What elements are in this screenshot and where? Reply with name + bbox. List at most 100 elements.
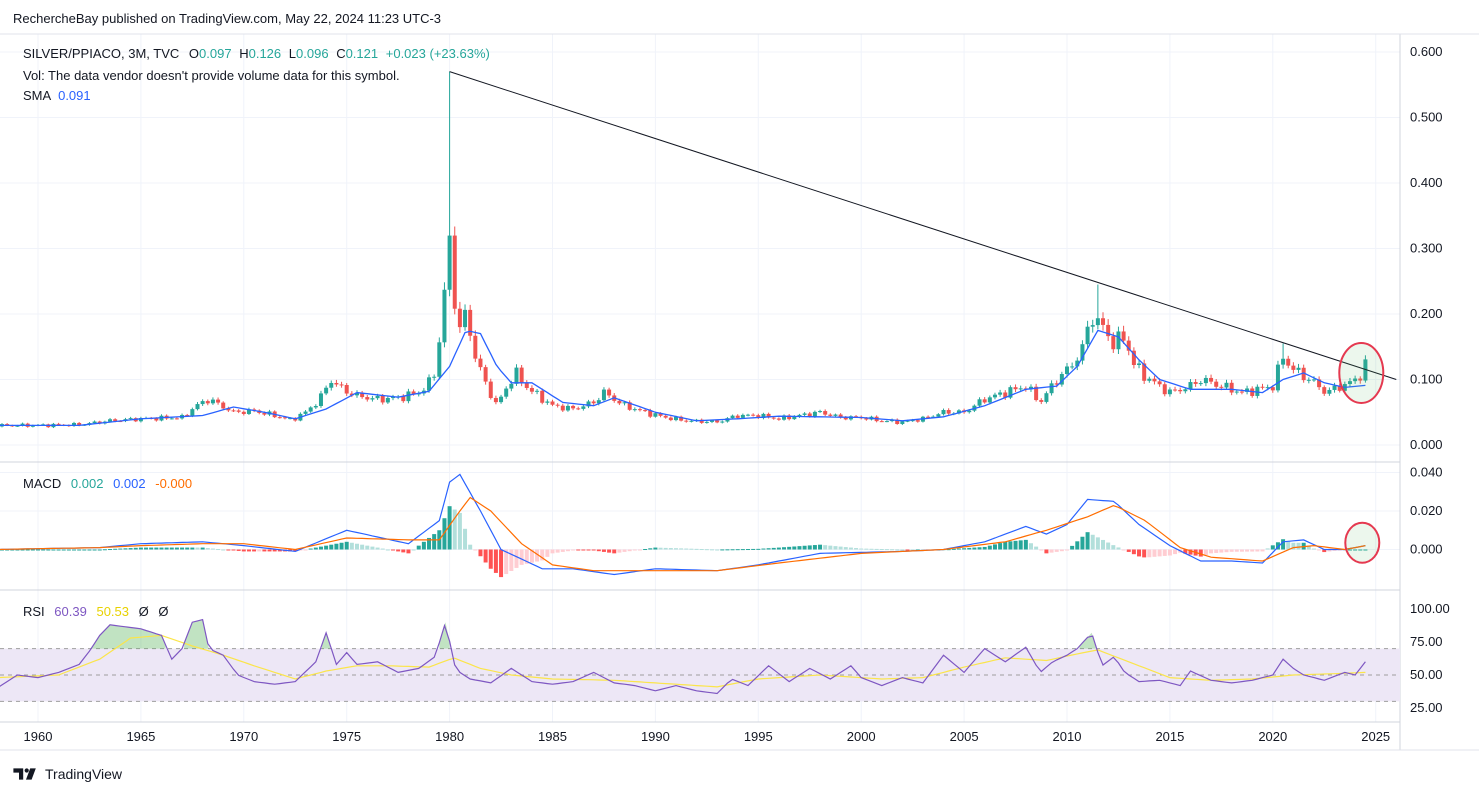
price-candle[interactable] (138, 418, 143, 422)
price-candle[interactable] (823, 411, 828, 415)
price-candle[interactable] (1003, 392, 1008, 398)
price-candle[interactable] (92, 421, 97, 424)
price-candle[interactable] (1034, 386, 1039, 401)
price-candle[interactable] (787, 415, 792, 420)
price-pane[interactable] (0, 71, 1397, 429)
price-candle[interactable] (1229, 382, 1234, 393)
price-candle[interactable] (77, 422, 82, 426)
price-candle[interactable] (406, 391, 411, 402)
price-candle[interactable] (668, 417, 673, 421)
price-candle[interactable] (776, 418, 781, 420)
price-candle[interactable] (1101, 318, 1106, 325)
price-candle[interactable] (318, 393, 323, 406)
price-candle[interactable] (1013, 387, 1018, 390)
price-candle[interactable] (354, 392, 359, 396)
price-candle[interactable] (1126, 340, 1131, 351)
price-candle[interactable] (843, 417, 848, 420)
price-candle[interactable] (241, 411, 246, 414)
price-candle[interactable] (967, 410, 972, 413)
price-candle[interactable] (457, 308, 462, 328)
price-candle[interactable] (185, 414, 190, 416)
price-candle[interactable] (1224, 382, 1229, 388)
macd-pane[interactable] (0, 473, 1381, 578)
price-candle[interactable] (231, 410, 236, 412)
price-candle[interactable] (673, 416, 678, 421)
price-candle[interactable] (1008, 387, 1013, 398)
price-candle[interactable] (1085, 326, 1090, 345)
price-candle[interactable] (900, 421, 905, 424)
price-candle[interactable] (586, 401, 591, 407)
price-candle[interactable] (56, 423, 61, 425)
price-candle[interactable] (329, 382, 334, 388)
price-candle[interactable] (524, 383, 529, 388)
price-candle[interactable] (1090, 325, 1095, 327)
price-candle[interactable] (442, 289, 447, 343)
price-candle[interactable] (946, 410, 951, 414)
price-axis[interactable]: 0.000 0.100 0.200 0.300 0.400 0.500 0.600 (1410, 44, 1443, 452)
price-candle[interactable] (1291, 365, 1296, 370)
price-candle[interactable] (1039, 400, 1044, 402)
price-candle[interactable] (401, 396, 406, 402)
price-candle[interactable] (1028, 386, 1033, 390)
price-candle[interactable] (735, 415, 740, 418)
price-candle[interactable] (663, 415, 668, 418)
price-candle[interactable] (1111, 336, 1116, 350)
price-candle[interactable] (1152, 378, 1157, 382)
price-candle[interactable] (1188, 382, 1193, 390)
price-candle[interactable] (828, 414, 833, 416)
price-candle[interactable] (478, 358, 483, 368)
price-candle[interactable] (221, 402, 226, 409)
price-candle[interactable] (200, 401, 205, 405)
price-candle[interactable] (1065, 366, 1069, 375)
symbol-name[interactable]: SILVER/PPIACO, 3M, TVC (23, 46, 180, 61)
price-candle[interactable] (1075, 360, 1080, 367)
price-candle[interactable] (648, 410, 653, 417)
price-candle[interactable] (1209, 377, 1214, 382)
price-candle[interactable] (941, 410, 946, 415)
price-candle[interactable] (931, 416, 936, 418)
rsi-ma-line[interactable] (0, 634, 1366, 688)
price-candle[interactable] (385, 397, 390, 403)
price-candle[interactable] (1301, 367, 1306, 381)
price-candle[interactable] (1250, 388, 1255, 396)
price-candle[interactable] (1059, 374, 1064, 385)
macd-signal-line[interactable] (0, 496, 1366, 572)
price-candle[interactable] (1147, 378, 1152, 381)
price-candle[interactable] (802, 413, 807, 415)
price-candle[interactable] (1018, 388, 1023, 390)
price-candle[interactable] (1296, 367, 1301, 370)
price-candle[interactable] (998, 392, 1003, 395)
price-candle[interactable] (1353, 378, 1358, 382)
highlight-circle-macd[interactable] (1344, 521, 1381, 564)
price-candle[interactable] (766, 413, 771, 418)
price-candle[interactable] (519, 367, 524, 384)
price-candle[interactable] (658, 413, 663, 416)
price-candle[interactable] (72, 422, 77, 427)
price-candle[interactable] (1327, 389, 1332, 394)
price-candle[interactable] (1044, 393, 1049, 402)
price-candle[interactable] (1183, 389, 1188, 392)
price-candle[interactable] (493, 397, 498, 403)
price-candle[interactable] (411, 391, 416, 395)
price-candle[interactable] (581, 406, 586, 409)
price-candle[interactable] (1358, 378, 1363, 381)
price-candle[interactable] (1275, 364, 1280, 391)
price-candle[interactable] (632, 409, 637, 411)
price-candle[interactable] (1281, 358, 1286, 365)
price-candle[interactable] (1270, 387, 1275, 391)
price-candle[interactable] (1173, 389, 1178, 391)
price-candle[interactable] (987, 397, 992, 403)
price-candle[interactable] (915, 420, 920, 422)
price-candle[interactable] (1116, 331, 1121, 350)
price-candle[interactable] (545, 401, 550, 403)
price-candle[interactable] (499, 396, 504, 403)
price-candle[interactable] (1306, 379, 1311, 381)
price-candle[interactable] (447, 235, 452, 290)
price-candle[interactable] (1219, 386, 1224, 388)
price-candle[interactable] (1198, 383, 1203, 385)
price-candle[interactable] (1137, 363, 1142, 366)
price-candle[interactable] (5, 424, 10, 426)
price-candle[interactable] (210, 399, 215, 404)
price-candle[interactable] (854, 416, 859, 418)
price-candle[interactable] (1054, 383, 1059, 385)
